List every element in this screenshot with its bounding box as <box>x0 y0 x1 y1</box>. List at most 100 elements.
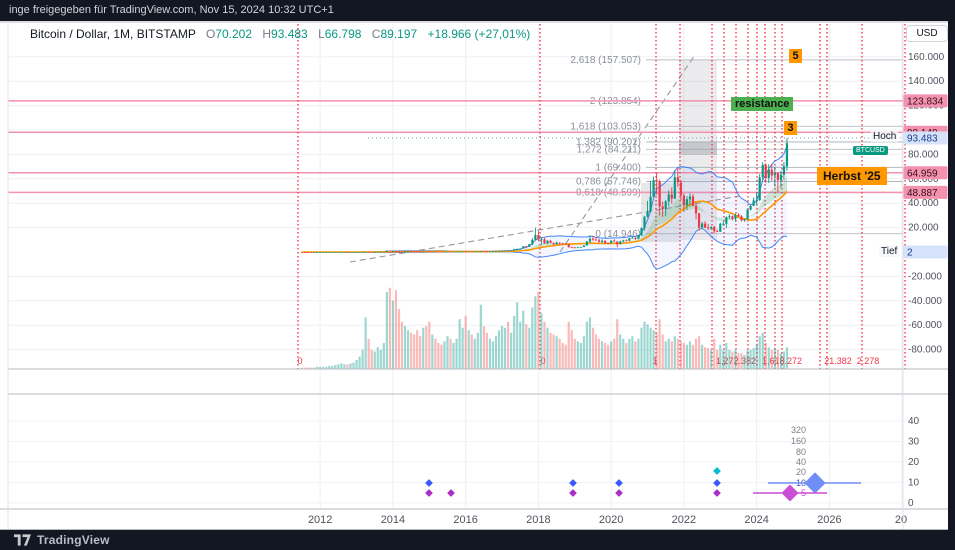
time-tick-label: 2018 <box>526 514 550 526</box>
halving-step-label: 80 <box>796 447 806 457</box>
price-tick-label: 80.000 <box>908 149 939 160</box>
panel-tick-label: 30 <box>908 437 920 448</box>
diamond-marker[interactable] <box>447 489 455 497</box>
footer-bar: TradingView <box>0 530 955 550</box>
bollinger-fill <box>302 145 787 270</box>
fib-time-label: 1,272.382 <box>716 356 756 366</box>
big-diamond-marker[interactable] <box>781 484 799 502</box>
low-price-tag <box>903 245 948 259</box>
wave-3-label[interactable]: 3 <box>784 121 797 135</box>
ohlc-low-value: 66.798 <box>324 27 362 41</box>
halving-step-label: 320 <box>791 425 806 435</box>
resistance-label[interactable]: resistance <box>731 97 794 111</box>
halving-step-label: 20 <box>796 467 806 477</box>
diamond-marker[interactable] <box>615 489 623 497</box>
low-marker-label: Tief <box>879 246 900 257</box>
ohlc-open-value: 70.202 <box>215 27 252 41</box>
diamond-marker[interactable] <box>713 479 721 487</box>
ohlc-open-key: O <box>205 27 216 41</box>
price-tick-label: 140.000 <box>908 76 945 87</box>
herbst-25-label[interactable]: Herbst '25 <box>817 167 887 185</box>
ohlc-change: +18.966 (+27,01%) <box>427 27 531 41</box>
symbol-legend[interactable]: Bitcoin / Dollar, 1M, BITSTAMP O70.202 H… <box>30 27 530 41</box>
highlight-box[interactable] <box>679 142 717 155</box>
time-tick-label: 2024 <box>744 514 768 526</box>
diamond-marker[interactable] <box>615 479 623 487</box>
ohlc-high-key: H <box>262 27 272 41</box>
price-alert-tag <box>903 185 948 199</box>
price-tick-label: 40.000 <box>908 198 939 209</box>
ohlc-close-key: C <box>371 27 381 41</box>
fib-level-label: 2,618 (157.507) <box>570 55 641 66</box>
high-price-tag <box>903 131 948 145</box>
diamond-marker[interactable] <box>569 479 577 487</box>
halving-step-label: 40 <box>796 457 806 467</box>
price-tick-label: 160.000 <box>908 52 945 63</box>
panel-tick-label: 0 <box>908 498 914 509</box>
halving-step-label: 160 <box>791 436 806 446</box>
ohlc-low-key: L <box>318 27 325 41</box>
axes-layer[interactable]: 2012 2014 2016 2018 2020 2022 2024 2026 20160.00… <box>0 21 955 530</box>
time-tick-label: 20 <box>895 514 907 526</box>
fib-level-label: 0 (14.946) <box>595 229 641 240</box>
window-edge-strip <box>948 21 955 530</box>
panel-tick-label: 20 <box>908 457 920 468</box>
svg-text:64.959: 64.959 <box>907 168 938 179</box>
symbol-title[interactable]: Bitcoin / Dollar, 1M, BITSTAMP <box>30 27 196 41</box>
high-marker-label: Hoch <box>871 131 899 142</box>
share-banner: inge freigegeben für TradingView.com, No… <box>0 0 955 21</box>
svg-text:93.483: 93.483 <box>907 133 938 144</box>
drawings-layer[interactable]: 2,618 (157.507)2 (123.854)1,618 (103.053… <box>8 24 906 369</box>
diamond-marker[interactable] <box>569 489 577 497</box>
svg-text:48.887: 48.887 <box>907 188 938 199</box>
wave-5-label[interactable]: 5 <box>789 49 802 63</box>
fib-time-label: 1 <box>652 356 657 366</box>
tradingview-logo-icon <box>14 534 31 546</box>
tradingview-brand-text: TradingView <box>37 533 110 547</box>
diamond-marker[interactable] <box>425 489 433 497</box>
fib-level-label: 1,618 (103.053) <box>570 121 641 132</box>
time-tick-label: 2014 <box>381 514 405 526</box>
fib-level-label: 1,382 (90.201) <box>576 137 641 148</box>
time-tick-label: 2016 <box>453 514 477 526</box>
candles-layer <box>300 137 789 253</box>
svg-text:123.834: 123.834 <box>907 96 944 107</box>
fib-time-label: 1,618.272 <box>762 356 802 366</box>
share-banner-text: inge freigegeben für TradingView.com, No… <box>9 4 334 16</box>
btcusd-badge: BTCUSD <box>853 146 888 155</box>
price-tick-label: 20.000 <box>908 223 939 234</box>
price-tick-label: 60.000 <box>908 174 939 185</box>
diamond-marker[interactable] <box>713 467 721 475</box>
price-tick-label: -80.000 <box>908 345 942 356</box>
price-alert-tag <box>903 94 948 108</box>
time-tick-label: 2020 <box>599 514 623 526</box>
fib-level-label: 1 (69.400) <box>595 162 641 173</box>
time-tick-label: 2012 <box>308 514 332 526</box>
price-tick-label: -60.000 <box>908 320 942 331</box>
price-alert-tag <box>903 166 948 180</box>
fib-time-label: 0 <box>540 356 545 366</box>
fib-time-label: 0 <box>297 356 302 366</box>
price-tick-label: -40.000 <box>908 296 942 307</box>
currency-toggle-button[interactable]: USD <box>906 25 948 42</box>
ohlc-high-value: 93.483 <box>271 27 308 41</box>
fib-level-label: 1,272 (84.211) <box>577 144 641 155</box>
panel-tick-label: 10 <box>908 478 920 489</box>
fib-time-label: 2.278 <box>857 356 880 366</box>
time-tick-label: 2022 <box>672 514 696 526</box>
price-tick-label: -20.000 <box>908 271 942 282</box>
fib-level-label: 0,618 (48.599) <box>576 188 641 199</box>
time-tick-label: 2026 <box>817 514 841 526</box>
diamond-marker[interactable] <box>425 479 433 487</box>
fib-time-label: 21.382 <box>824 356 852 366</box>
grid-layer <box>8 24 903 509</box>
highlight-box[interactable] <box>679 60 717 240</box>
big-diamond-marker[interactable] <box>804 472 826 494</box>
diamond-marker[interactable] <box>713 489 721 497</box>
panel-tick-label: 40 <box>908 416 920 427</box>
svg-text:2: 2 <box>907 247 913 258</box>
ohlc-close-value: 89.197 <box>380 27 418 41</box>
fib-level-label: 0,786 (57.746) <box>576 177 641 188</box>
